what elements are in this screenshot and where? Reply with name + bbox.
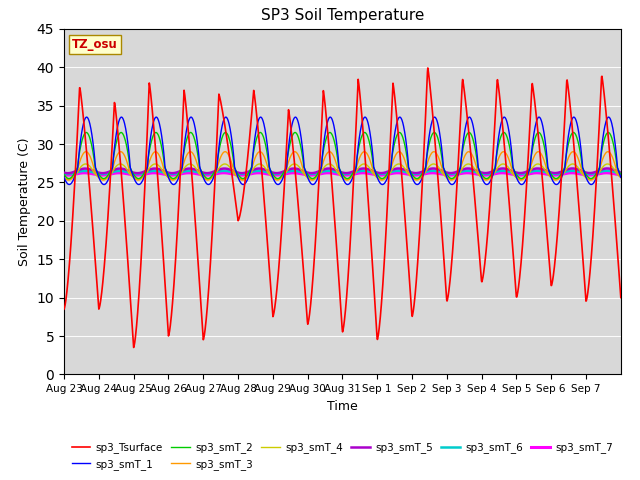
sp3_smT_3 bbox=[326, 149, 333, 155]
sp3_smT_7 bbox=[556, 172, 564, 178]
sp3_smT_2 bbox=[617, 171, 625, 177]
sp3_smT_7 bbox=[474, 171, 482, 177]
sp3_smT_5 bbox=[474, 168, 482, 174]
sp3_smT_1 bbox=[274, 181, 282, 187]
sp3_Tsurface bbox=[130, 345, 138, 350]
sp3_smT_3 bbox=[617, 174, 625, 180]
sp3_Tsurface bbox=[611, 207, 618, 213]
sp3_smT_7 bbox=[328, 170, 335, 176]
X-axis label: Time: Time bbox=[327, 400, 358, 413]
sp3_smT_6 bbox=[556, 170, 563, 176]
sp3_smT_3 bbox=[317, 167, 325, 172]
sp3_smT_2 bbox=[291, 130, 299, 135]
sp3_Tsurface bbox=[60, 306, 68, 312]
sp3_smT_5 bbox=[317, 168, 325, 173]
sp3_smT_3 bbox=[556, 175, 564, 180]
sp3_smT_1 bbox=[318, 158, 326, 164]
sp3_smT_7 bbox=[147, 170, 155, 176]
Line: sp3_Tsurface: sp3_Tsurface bbox=[64, 68, 621, 348]
sp3_smT_3 bbox=[611, 159, 618, 165]
sp3_smT_7 bbox=[60, 172, 68, 178]
sp3_smT_1 bbox=[617, 174, 625, 180]
sp3_smT_3 bbox=[343, 177, 351, 183]
sp3_smT_4 bbox=[317, 169, 325, 175]
sp3_smT_6 bbox=[603, 168, 611, 174]
Line: sp3_smT_2: sp3_smT_2 bbox=[64, 132, 621, 179]
sp3_smT_7 bbox=[317, 171, 325, 177]
sp3_smT_1 bbox=[611, 134, 618, 140]
sp3_smT_6 bbox=[328, 168, 336, 174]
sp3_smT_4 bbox=[328, 162, 335, 168]
sp3_smT_1 bbox=[474, 165, 482, 170]
sp3_smT_4 bbox=[360, 161, 368, 167]
sp3_smT_5 bbox=[328, 166, 336, 172]
sp3_smT_1 bbox=[147, 131, 155, 137]
sp3_smT_2 bbox=[474, 165, 482, 171]
sp3_smT_2 bbox=[318, 157, 326, 163]
sp3_Tsurface bbox=[474, 237, 482, 243]
sp3_smT_4 bbox=[343, 177, 351, 182]
sp3_Tsurface bbox=[424, 65, 431, 71]
sp3_smT_6 bbox=[64, 171, 72, 177]
Line: sp3_smT_3: sp3_smT_3 bbox=[64, 152, 621, 180]
sp3_Tsurface bbox=[328, 182, 336, 188]
sp3_smT_4 bbox=[60, 175, 68, 180]
sp3_smT_6 bbox=[60, 171, 68, 177]
sp3_smT_3 bbox=[147, 154, 155, 160]
sp3_smT_1 bbox=[556, 179, 564, 184]
sp3_smT_6 bbox=[611, 169, 618, 175]
Line: sp3_smT_4: sp3_smT_4 bbox=[64, 164, 621, 180]
sp3_Tsurface bbox=[317, 125, 325, 131]
sp3_smT_4 bbox=[147, 163, 155, 169]
sp3_smT_4 bbox=[474, 171, 482, 177]
sp3_smT_5 bbox=[611, 167, 618, 173]
sp3_smT_6 bbox=[317, 169, 325, 175]
sp3_smT_3 bbox=[60, 174, 68, 180]
sp3_smT_7 bbox=[429, 170, 436, 176]
sp3_smT_6 bbox=[474, 170, 482, 176]
sp3_smT_6 bbox=[148, 168, 156, 174]
sp3_smT_5 bbox=[64, 170, 72, 176]
sp3_smT_4 bbox=[611, 167, 618, 172]
sp3_smT_3 bbox=[474, 169, 482, 175]
sp3_smT_5 bbox=[604, 166, 611, 171]
sp3_smT_6 bbox=[617, 171, 625, 177]
Text: TZ_osu: TZ_osu bbox=[72, 38, 118, 51]
sp3_smT_4 bbox=[556, 175, 564, 180]
Legend: sp3_Tsurface, sp3_smT_1, sp3_smT_2, sp3_smT_3, sp3_smT_4, sp3_smT_5, sp3_smT_6, : sp3_Tsurface, sp3_smT_1, sp3_smT_2, sp3_… bbox=[68, 438, 617, 474]
sp3_smT_5 bbox=[148, 166, 156, 172]
sp3_smT_2 bbox=[147, 140, 155, 145]
sp3_Tsurface bbox=[148, 98, 156, 104]
sp3_smT_7 bbox=[412, 172, 419, 178]
sp3_Tsurface bbox=[617, 295, 625, 300]
Line: sp3_smT_1: sp3_smT_1 bbox=[64, 117, 621, 184]
Line: sp3_smT_5: sp3_smT_5 bbox=[64, 168, 621, 173]
sp3_smT_5 bbox=[617, 169, 625, 175]
sp3_smT_1 bbox=[292, 114, 300, 120]
sp3_smT_3 bbox=[328, 151, 336, 156]
sp3_smT_2 bbox=[308, 176, 316, 181]
sp3_smT_2 bbox=[60, 171, 68, 177]
Line: sp3_smT_6: sp3_smT_6 bbox=[64, 171, 621, 174]
sp3_smT_1 bbox=[60, 174, 68, 180]
sp3_smT_2 bbox=[556, 173, 564, 179]
sp3_smT_2 bbox=[611, 145, 618, 151]
sp3_smT_5 bbox=[60, 170, 68, 176]
sp3_smT_7 bbox=[617, 172, 625, 178]
sp3_smT_2 bbox=[328, 132, 336, 138]
Line: sp3_smT_7: sp3_smT_7 bbox=[64, 173, 621, 175]
sp3_smT_5 bbox=[556, 169, 563, 175]
sp3_smT_4 bbox=[617, 175, 625, 180]
sp3_smT_1 bbox=[328, 118, 336, 123]
Y-axis label: Soil Temperature (C): Soil Temperature (C) bbox=[18, 137, 31, 266]
sp3_Tsurface bbox=[556, 198, 564, 204]
sp3_smT_7 bbox=[611, 171, 618, 177]
Title: SP3 Soil Temperature: SP3 Soil Temperature bbox=[260, 9, 424, 24]
